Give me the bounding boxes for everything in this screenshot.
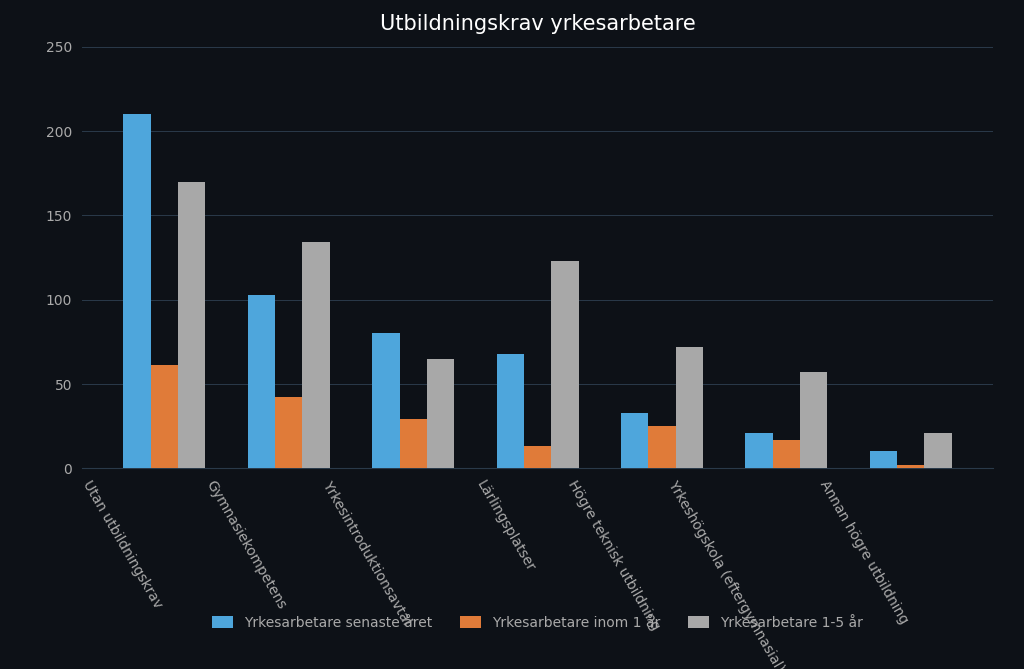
Bar [427, 359, 455, 468]
Bar [676, 347, 703, 468]
Bar [648, 426, 676, 468]
Bar [551, 261, 579, 468]
Bar [497, 354, 524, 468]
Bar [275, 397, 302, 468]
Bar [621, 413, 648, 468]
Bar [302, 242, 330, 468]
Bar [399, 419, 427, 468]
Bar [869, 452, 897, 468]
Bar [372, 333, 399, 468]
Bar [800, 372, 827, 468]
Bar [123, 114, 151, 468]
Bar [773, 440, 800, 468]
Title: Utbildningskrav yrkesarbetare: Utbildningskrav yrkesarbetare [380, 14, 695, 34]
Bar [745, 433, 773, 468]
Bar [925, 433, 952, 468]
Bar [248, 294, 275, 468]
Bar [151, 365, 178, 468]
Bar [178, 182, 206, 468]
Bar [524, 446, 551, 468]
Legend: Yrkesarbetare senaste året, Yrkesarbetare inom 1 år, Yrkesarbetare 1-5 år: Yrkesarbetare senaste året, Yrkesarbetar… [207, 610, 868, 636]
Bar [897, 465, 925, 468]
